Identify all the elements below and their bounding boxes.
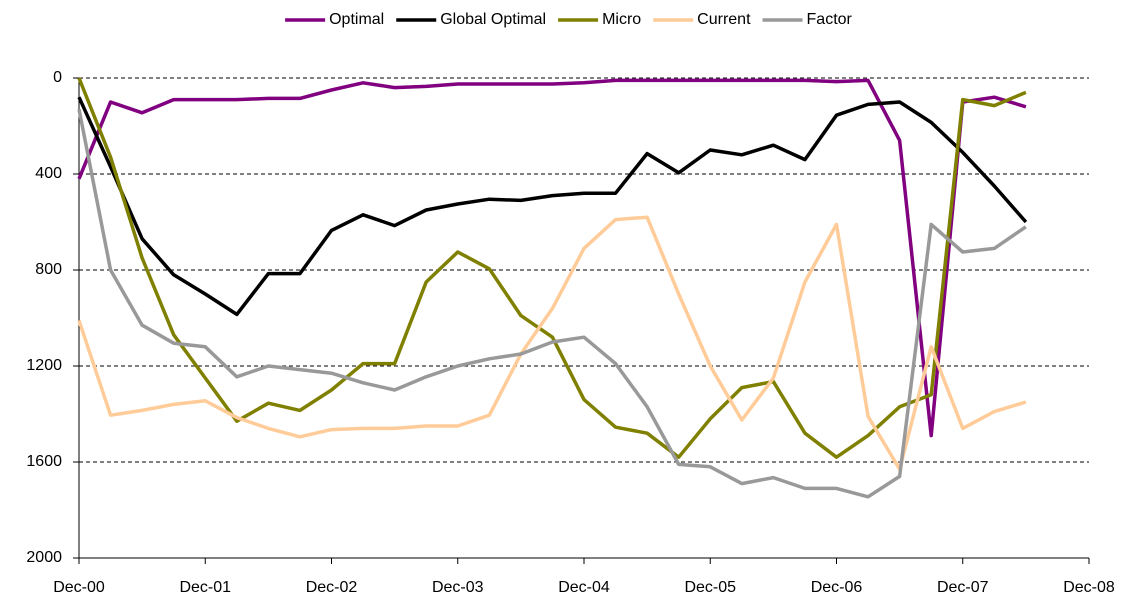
legend-label: Current bbox=[697, 11, 751, 28]
x-tick-label: Dec-01 bbox=[179, 579, 231, 596]
y-tick-label: 1200 bbox=[26, 357, 62, 374]
x-tick-label: Dec-06 bbox=[811, 579, 863, 596]
y-tick-label: 0 bbox=[53, 69, 62, 86]
line-series bbox=[77, 77, 1027, 459]
line-series bbox=[77, 108, 1027, 499]
x-tick-label: Dec-08 bbox=[1063, 579, 1115, 596]
x-tick-label: Dec-04 bbox=[558, 579, 610, 596]
y-tick-label: 1600 bbox=[26, 453, 62, 470]
x-tick-label: Dec-05 bbox=[684, 579, 736, 596]
y-tick-label: 400 bbox=[35, 165, 62, 182]
legend-label: Global Optimal bbox=[440, 11, 546, 28]
x-tick-label: Dec-02 bbox=[306, 579, 358, 596]
x-tick-label: Dec-07 bbox=[937, 579, 989, 596]
line-series bbox=[77, 215, 1027, 471]
y-tick-label: 800 bbox=[35, 261, 62, 278]
legend-label: Optimal bbox=[329, 11, 384, 28]
x-tick-label: Dec-03 bbox=[432, 579, 484, 596]
y-tick-label: 2000 bbox=[26, 549, 62, 566]
x-tick-label: Dec-00 bbox=[53, 579, 105, 596]
line-series bbox=[77, 96, 1028, 317]
legend-label: Factor bbox=[807, 11, 853, 28]
legend-label: Micro bbox=[602, 11, 641, 28]
line-series bbox=[77, 78, 1027, 438]
